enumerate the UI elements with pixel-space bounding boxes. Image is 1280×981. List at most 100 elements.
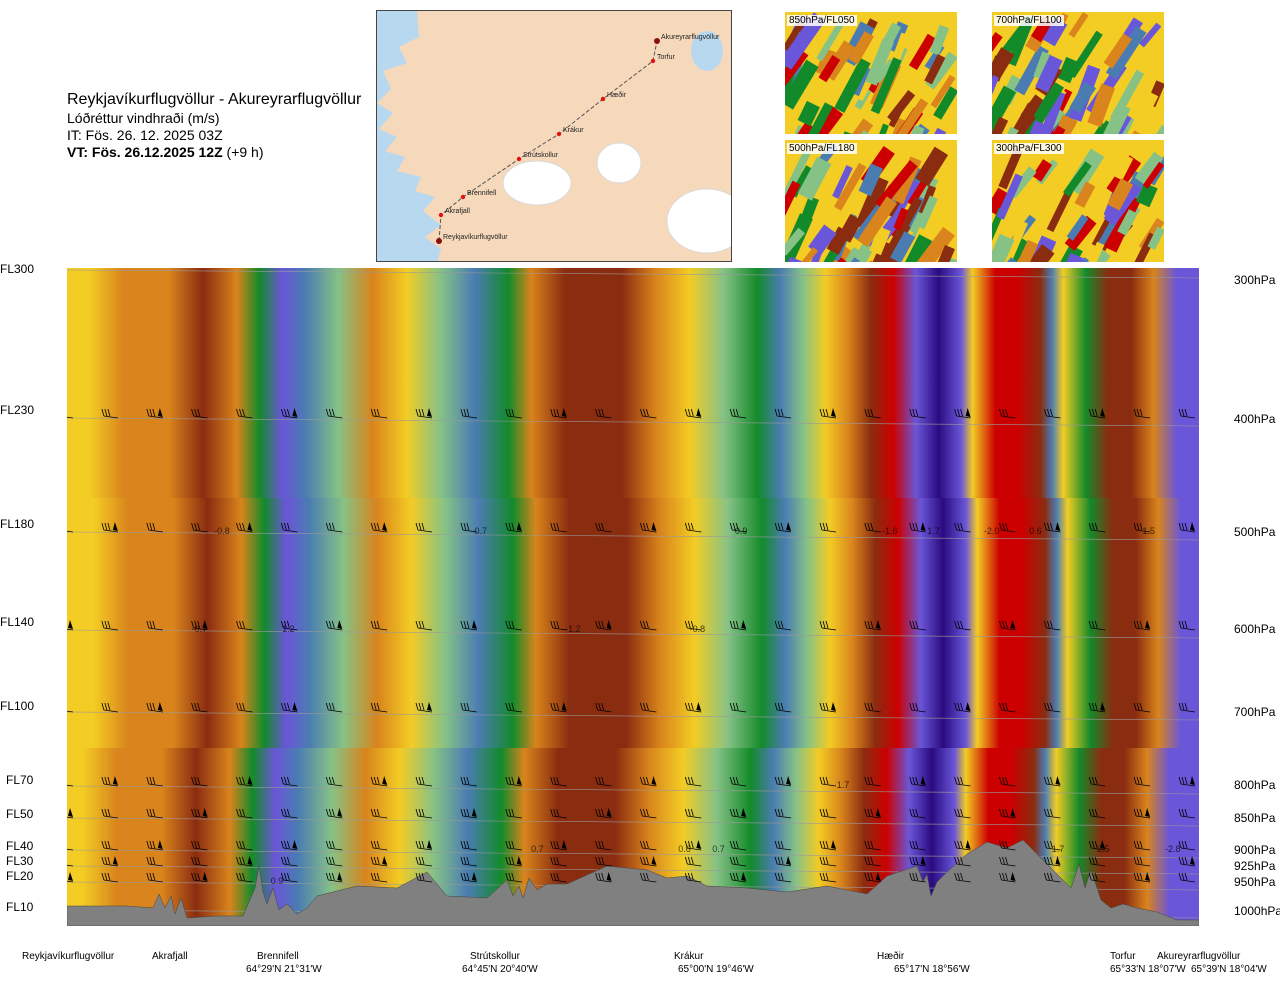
fl-label: FL50	[6, 807, 34, 821]
wind-barb	[954, 856, 971, 867]
wind-barb	[146, 702, 163, 713]
map-waypoint-label: Akrafjall	[445, 208, 470, 215]
wind-barb	[505, 620, 522, 631]
value-label: -0.8	[214, 526, 230, 536]
thumbnail-300hpa[interactable]: 300hPa/FL300	[992, 140, 1164, 262]
wind-barb	[146, 776, 163, 787]
thumbnail-field-stripe	[854, 175, 889, 231]
wind-barb	[864, 808, 881, 819]
parameter-label: Lóðréttur vindhraði (m/s)	[67, 110, 220, 126]
valid-time: VT: Fös. 26.12.2025 12Z (+9 h)	[67, 144, 361, 161]
location-coord: 64°29'N 21°31'W	[246, 964, 322, 975]
thumbnail-850hpa[interactable]: 850hPa/FL050	[785, 12, 957, 134]
wind-barb	[595, 840, 612, 851]
wind-barb	[505, 856, 522, 867]
wind-barb	[101, 776, 118, 787]
pressure-level-line	[67, 629, 1199, 639]
wind-barb	[819, 522, 837, 533]
route-line	[438, 40, 658, 242]
thumbnail-field-stripe	[857, 196, 898, 248]
wind-barb	[595, 620, 612, 631]
wind-barb	[550, 808, 567, 819]
thumbnail-field-stripe	[1098, 102, 1131, 134]
thumbnail-field-stripe	[996, 173, 1023, 220]
wind-barb	[101, 872, 118, 883]
wind-barb	[460, 620, 477, 631]
wind-barb	[1178, 408, 1196, 419]
thumbnail-field-stripe	[802, 247, 824, 262]
thumbnail-700hpa-field	[992, 12, 1164, 134]
wind-barb	[146, 408, 163, 419]
wind-barb	[1044, 702, 1061, 713]
thumbnail-field-stripe	[785, 49, 809, 93]
thumbnail-field-stripe	[785, 59, 819, 110]
thumbnail-field-stripe	[785, 180, 801, 232]
wind-barb	[729, 856, 747, 867]
wind-barb	[1044, 808, 1061, 819]
map-waypoint-marker	[516, 156, 522, 162]
wind-barb	[864, 872, 881, 883]
wind-barb	[460, 872, 477, 883]
thumbnail-field-stripe	[885, 180, 920, 232]
thumbnail-field-stripe	[904, 90, 924, 115]
wind-barb	[774, 872, 792, 883]
wind-barb	[236, 856, 253, 867]
wind-barb	[819, 840, 837, 851]
thumbnail-500hpa[interactable]: 500hPa/FL180	[785, 140, 957, 262]
thumbnail-field-stripe	[1087, 83, 1115, 128]
wind-barb	[774, 620, 792, 631]
wind-barb	[954, 702, 971, 713]
wind-barb	[460, 856, 477, 867]
thumbnail-field-stripe	[1068, 30, 1103, 79]
wind-barb	[1133, 620, 1151, 631]
wind-barb	[954, 620, 971, 631]
thumbnail-field-stripe	[1006, 15, 1035, 67]
fl-label: FL180	[0, 517, 35, 531]
thumbnail-field-stripe	[1136, 182, 1158, 208]
wind-barb	[1178, 620, 1196, 631]
hpa-label: 900hPa	[1234, 843, 1276, 857]
hpa-label: 950hPa	[1234, 875, 1276, 889]
wind-barb	[415, 702, 433, 713]
thumbnail-field-stripe	[1006, 113, 1036, 134]
wind-barb	[1088, 840, 1106, 851]
wind-barb	[415, 776, 433, 787]
wind-barb	[236, 840, 253, 851]
wind-barb	[999, 408, 1016, 419]
wind-barb	[460, 840, 477, 851]
wind-barb	[370, 408, 388, 419]
wind-barb	[191, 872, 208, 883]
wind-barb	[1133, 702, 1151, 713]
thumbnail-field-stripe	[793, 196, 819, 239]
thumbnail-field-stripe	[924, 54, 946, 85]
map-waypoint-marker	[436, 238, 442, 244]
wind-barb	[819, 702, 837, 713]
vertical-velocity-band-middle	[67, 498, 1199, 748]
value-label: -2.0	[984, 526, 1000, 536]
thumbnail-field-stripe	[785, 149, 812, 202]
thumbnail-field-stripe	[1018, 244, 1055, 262]
thumbnail-field-stripe	[1004, 239, 1039, 262]
hpa-label: 700hPa	[1234, 705, 1276, 719]
map-waypoint-label: Brennifell	[467, 190, 497, 197]
thumbnail-field-stripe	[1077, 241, 1105, 262]
value-label: 1.7	[927, 526, 940, 536]
thumbnail-field-stripe	[1066, 214, 1089, 241]
thumbnail-field-stripe	[1068, 12, 1089, 38]
thumbnail-field-stripe	[1052, 114, 1078, 134]
pressure-level-line	[67, 711, 1199, 721]
wind-barb	[191, 620, 208, 631]
thumbnail-field-stripe	[1139, 22, 1162, 48]
wind-barb	[1178, 872, 1196, 883]
wind-barb	[1044, 872, 1061, 883]
wind-barb	[864, 620, 881, 631]
thumbnail-700hpa[interactable]: 700hPa/FL100	[992, 12, 1164, 134]
wind-barb	[325, 856, 343, 867]
thumbnail-field-stripe	[1063, 161, 1092, 197]
wind-barb	[146, 808, 163, 819]
location-label: Torfur	[1110, 951, 1136, 962]
wind-barb	[415, 522, 433, 533]
wind-barb	[684, 620, 702, 631]
thumbnail-field-stripe	[929, 24, 950, 56]
thumbnail-field-stripe	[1069, 81, 1095, 114]
